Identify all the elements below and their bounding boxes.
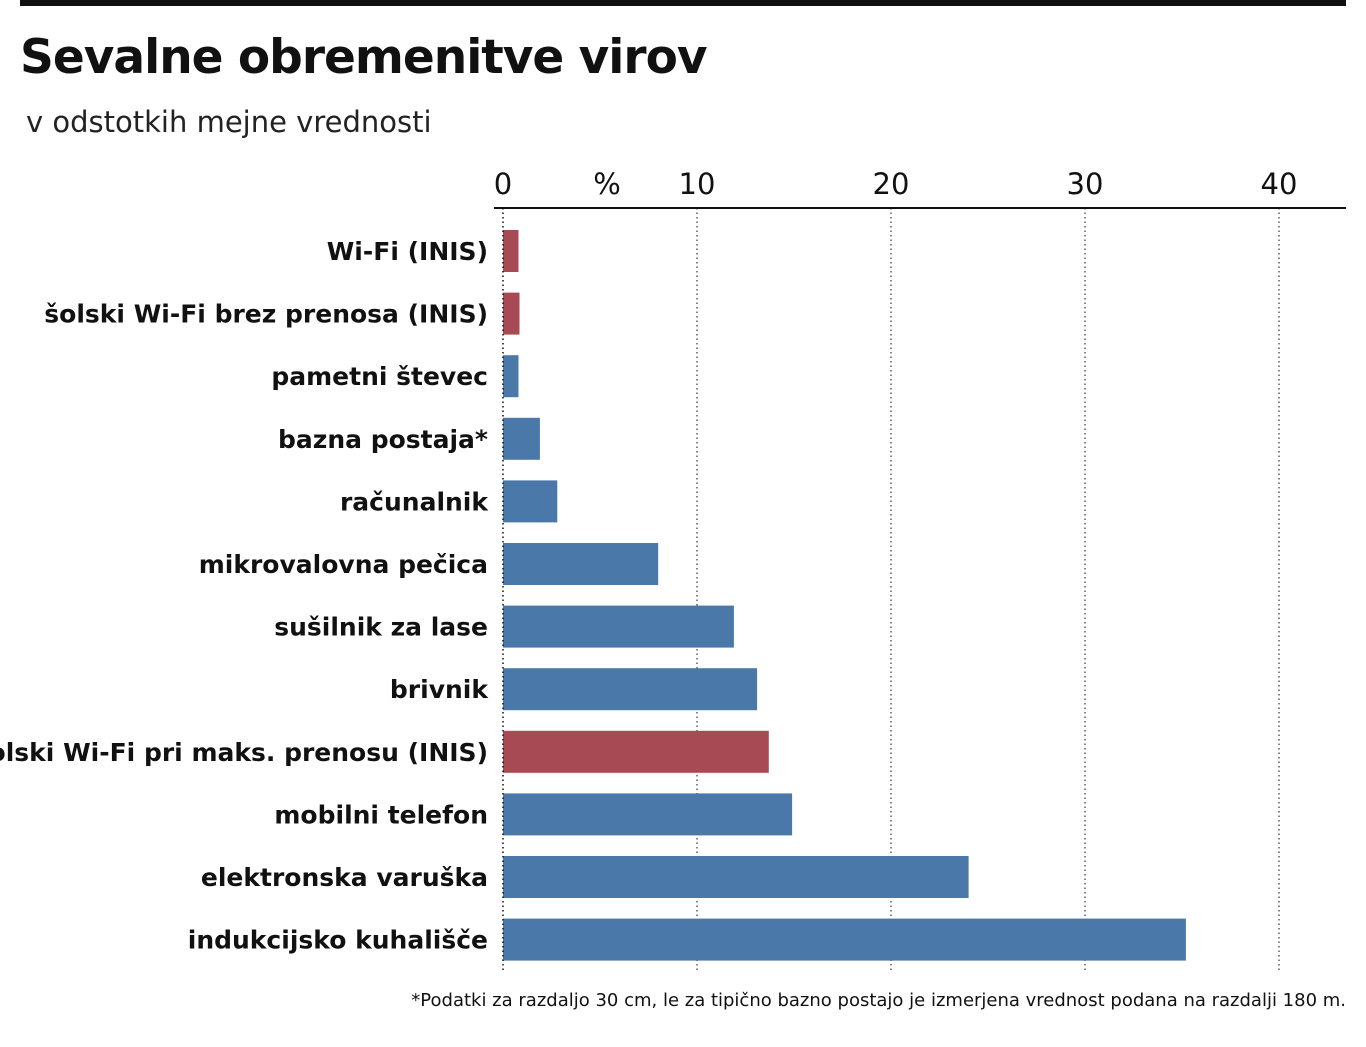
tick-label-30: 30 <box>1067 167 1104 201</box>
chart-title: Sevalne obremenitve virov <box>20 30 707 85</box>
category-label-11: elektronska varuška <box>201 863 488 892</box>
tick-label-20: 20 <box>873 167 910 201</box>
category-labels: Wi-Fi (INIS) šolski Wi-Fi brez prenosa (I… <box>0 237 489 955</box>
axes: 0 10 20 30 40% <box>494 167 1346 970</box>
bar-1 <box>503 230 519 272</box>
bar-6 <box>503 543 659 585</box>
category-label-4: bazna postaja* <box>278 425 488 454</box>
bar-11 <box>503 856 969 898</box>
bar-3 <box>503 355 519 398</box>
unit-label: % <box>593 167 621 201</box>
bar-5 <box>503 480 558 523</box>
category-label-3: pametni števec <box>271 362 488 391</box>
bar-10 <box>503 793 793 836</box>
category-label-9: šolski Wi-Fi pri maks. prenosu (INIS) <box>0 738 488 767</box>
bar-12 <box>503 918 1186 961</box>
category-label-6: mikrovalovna pečica <box>199 550 488 579</box>
gridlines <box>696 208 1280 970</box>
bar-7 <box>503 605 734 648</box>
bar-4 <box>503 417 540 460</box>
chart-subtitle: v odstotkih mejne vrednosti <box>26 105 432 139</box>
bar-8 <box>503 668 758 711</box>
category-label-10: mobilni telefon <box>274 800 488 829</box>
category-label-2: šolski Wi-Fi brez prenosa (INIS) <box>44 300 488 329</box>
category-label-1: Wi-Fi (INIS) <box>327 237 488 266</box>
tick-label-0: 0 <box>494 167 512 201</box>
category-label-7: sušilnik za lase <box>274 613 488 642</box>
tick-label-10: 10 <box>679 167 716 201</box>
bar-2 <box>503 292 520 335</box>
category-label-8: brivnik <box>390 675 489 704</box>
bars <box>503 230 1186 961</box>
category-label-12: indukcijsko kuhališče <box>188 926 488 955</box>
tick-label-40: 40 <box>1261 167 1298 201</box>
top-rule <box>20 0 1346 6</box>
bar-9 <box>503 730 769 773</box>
category-label-5: računalnik <box>340 487 489 516</box>
footnote: *Podatki za razdaljo 30 cm, le za tipičn… <box>411 990 1346 1011</box>
